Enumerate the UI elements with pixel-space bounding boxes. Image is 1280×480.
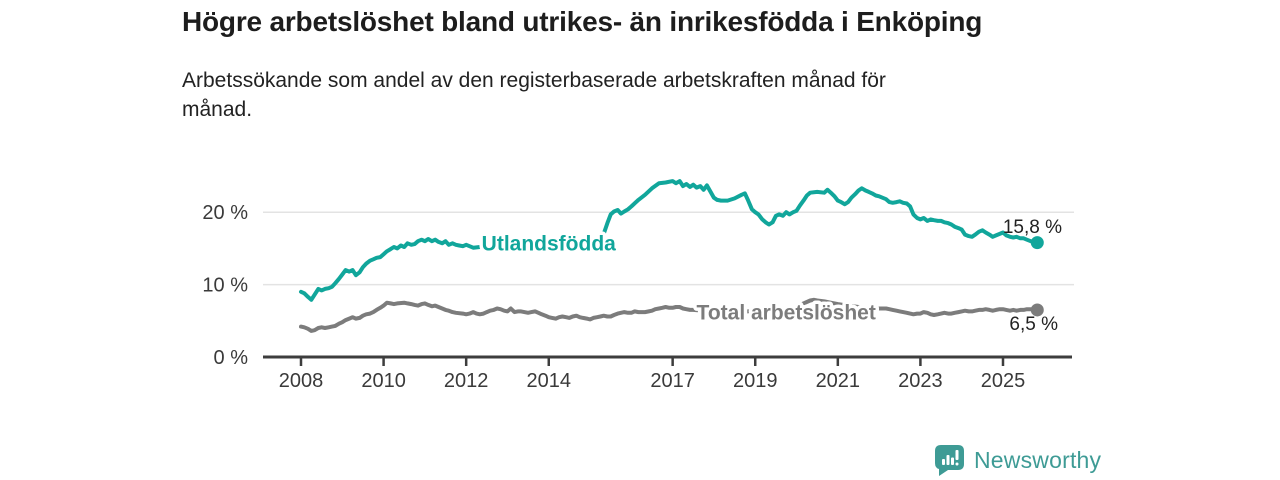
x-tick-label-2025: 2025 bbox=[981, 370, 1026, 392]
series-end-value-total-arbetsl-shet: 6,5 % bbox=[1009, 314, 1058, 335]
x-tick-label-2008: 2008 bbox=[279, 370, 324, 392]
x-tick-label-2012: 2012 bbox=[444, 370, 489, 392]
y-tick-label-0: 0 % bbox=[214, 347, 249, 369]
logo-wordmark: Newsworthy bbox=[974, 447, 1102, 473]
y-tick-label-20: 20 % bbox=[202, 202, 248, 224]
x-tick-label-2023: 2023 bbox=[898, 370, 943, 392]
exclamation-bar bbox=[955, 450, 959, 460]
x-tick-label-2021: 2021 bbox=[816, 370, 861, 392]
series-lines bbox=[299, 179, 1040, 333]
series-label-utlandsf-dda: Utlandsfödda bbox=[482, 232, 616, 255]
series-label-total-arbetsl-shet: Total arbetslöshet bbox=[697, 302, 876, 325]
exclamation-dot bbox=[955, 462, 959, 466]
y-axis-labels: 0 % 10 % 20 % bbox=[202, 202, 248, 369]
series-line-total-arbetsl-shet bbox=[299, 297, 1040, 333]
x-tick-label-2019: 2019 bbox=[733, 370, 778, 392]
x-tick-label-2017: 2017 bbox=[650, 370, 695, 392]
y-tick-label-10: 10 % bbox=[202, 275, 248, 297]
series-end-dot-total-arbetsl-shet bbox=[1030, 303, 1044, 317]
gridlines bbox=[263, 211, 1074, 286]
series-end-dot-utlandsf-dda bbox=[1030, 236, 1044, 250]
series-annotations: Utlandsfödda 15,8 % Total arbetslöshet 6,5 … bbox=[478, 217, 1062, 335]
x-axis-ticks: 2008 2010 2012 2014 2017 2019 2021 2023 2025 bbox=[279, 357, 1025, 392]
x-tick-label-2014: 2014 bbox=[527, 370, 572, 392]
series-line-utlandsf-dda bbox=[299, 179, 1040, 302]
mini-bar-chart-glyph bbox=[942, 450, 959, 466]
x-tick-label-2010: 2010 bbox=[361, 370, 406, 392]
chart-title: Högre arbetslöshet bland utrikes- än inr… bbox=[182, 6, 983, 37]
newsworthy-logo: Newsworthy bbox=[934, 444, 1101, 477]
bar-chart-speech-bubble-icon bbox=[935, 445, 964, 476]
chart-subtitle: Arbetssökande som andel av den registerb… bbox=[182, 69, 886, 121]
series-end-value-utlandsf-dda: 15,8 % bbox=[1003, 217, 1062, 238]
